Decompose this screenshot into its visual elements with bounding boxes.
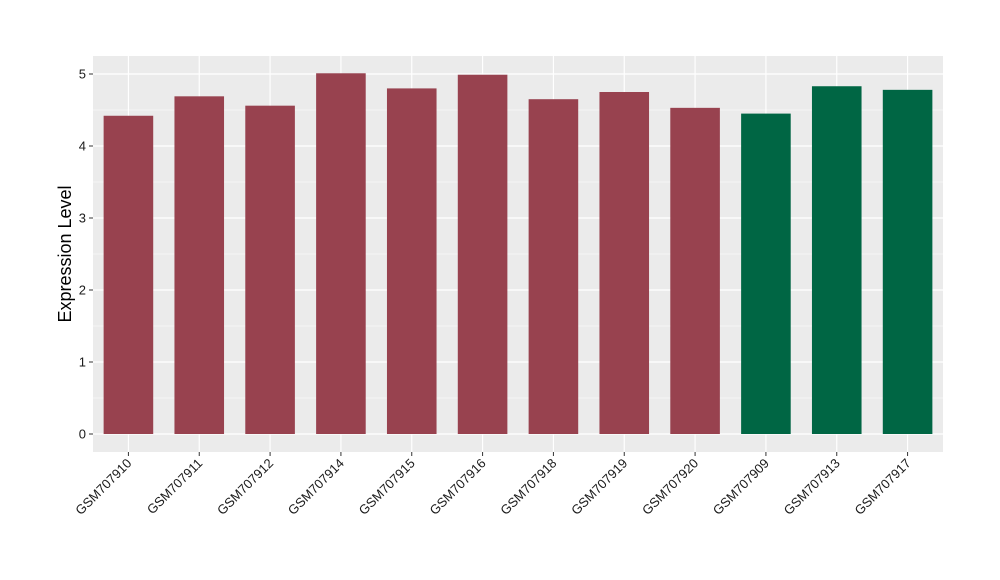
x-tick-label-gsm707918: GSM707918 bbox=[497, 456, 559, 518]
bar-gsm707919 bbox=[599, 92, 650, 434]
y-tick-label: 0 bbox=[79, 427, 86, 442]
y-axis: 0 1 2 3 4 5 bbox=[79, 67, 93, 442]
x-tick-label-gsm707912: GSM707912 bbox=[214, 456, 276, 518]
y-axis-title: Expression Level bbox=[55, 185, 75, 322]
x-tick-label-gsm707911: GSM707911 bbox=[144, 456, 206, 518]
x-tick-label-gsm707910: GSM707910 bbox=[72, 456, 134, 518]
bar-gsm707915 bbox=[386, 88, 437, 435]
minor-gridlines bbox=[93, 109, 943, 399]
x-tick-label-gsm707915: GSM707915 bbox=[356, 456, 418, 518]
bar-gsm707913 bbox=[811, 86, 862, 435]
x-tick-label-gsm707919: GSM707919 bbox=[568, 456, 630, 518]
bar-gsm707918 bbox=[528, 99, 579, 434]
bar-gsm707920 bbox=[670, 107, 720, 434]
bar-gsm707912 bbox=[245, 105, 295, 435]
bar-gsm707914 bbox=[316, 73, 366, 434]
x-tick-label-gsm707913: GSM707913 bbox=[781, 456, 843, 518]
bar-gsm707910 bbox=[103, 115, 154, 434]
x-tick-label-gsm707914: GSM707914 bbox=[285, 456, 347, 518]
bar-gsm707916 bbox=[457, 74, 508, 434]
y-tick-label: 4 bbox=[79, 139, 86, 154]
y-tick-label: 5 bbox=[79, 67, 86, 82]
x-tick-label-gsm707920: GSM707920 bbox=[639, 456, 701, 518]
bar-gsm707911 bbox=[174, 96, 225, 434]
bars bbox=[103, 73, 933, 435]
bar-gsm707909 bbox=[741, 113, 791, 434]
x-tick-label-gsm707917: GSM707917 bbox=[851, 456, 913, 518]
y-tick-label: 3 bbox=[79, 211, 86, 226]
y-tick-label: 1 bbox=[79, 355, 86, 370]
bar-gsm707917 bbox=[882, 89, 933, 434]
x-tick-label-gsm707909: GSM707909 bbox=[710, 456, 772, 518]
x-axis: GSM707910 GSM707911 GSM707912 GSM707914 GSM7… bbox=[72, 452, 914, 518]
x-tick-label-gsm707916: GSM707916 bbox=[426, 456, 488, 518]
y-tick-label: 2 bbox=[79, 283, 86, 298]
